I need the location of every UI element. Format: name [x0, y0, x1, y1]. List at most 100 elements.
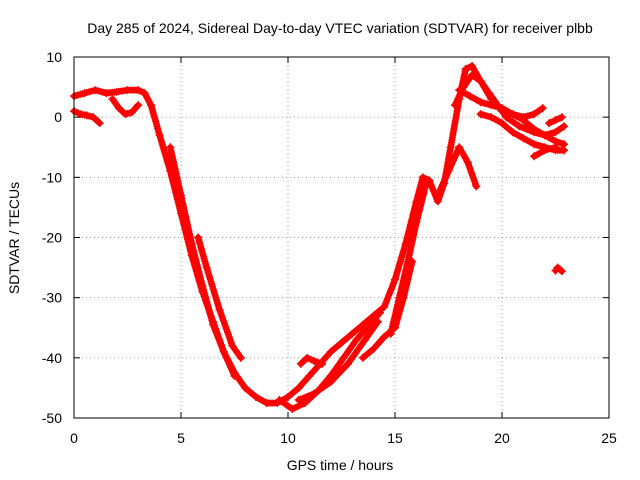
data-point	[155, 131, 164, 140]
data-point	[251, 392, 260, 401]
y-tick-label: -30	[42, 290, 62, 306]
data-point	[108, 95, 117, 104]
data-point	[365, 320, 374, 329]
data-point	[538, 104, 547, 113]
data-point	[418, 173, 427, 182]
data-point	[187, 239, 196, 248]
data-point	[487, 113, 496, 122]
data-point	[134, 86, 143, 95]
data-point	[498, 119, 506, 128]
x-axis-label: GPS time / hours	[287, 457, 394, 473]
series-descent-branch-c	[194, 233, 245, 362]
y-tick-label: 10	[46, 49, 62, 65]
data-point	[177, 191, 185, 200]
y-tick-label: 0	[54, 109, 62, 125]
series-outlier	[551, 263, 566, 276]
series-late-branch-d	[450, 71, 569, 140]
data-point	[140, 89, 149, 98]
data-point	[560, 122, 569, 131]
data-point	[502, 113, 511, 122]
data-point	[121, 110, 130, 119]
series-trough-branch-b	[275, 308, 385, 413]
data-point	[194, 233, 203, 242]
data-point	[551, 116, 560, 125]
data-point	[540, 131, 549, 140]
data-point	[361, 335, 370, 344]
data-point	[296, 359, 305, 368]
data-point	[468, 62, 477, 71]
data-point	[80, 89, 89, 98]
data-point	[412, 218, 421, 227]
data-point	[380, 302, 389, 311]
data-point	[352, 335, 361, 344]
data-point	[551, 128, 560, 137]
data-point	[284, 392, 292, 401]
x-tick-label: 25	[601, 430, 617, 446]
data-point	[444, 167, 453, 176]
data-point	[433, 191, 442, 200]
data-point	[230, 371, 239, 380]
data-point	[82, 111, 91, 120]
data-point	[530, 110, 539, 119]
series-early-dip-branch	[108, 95, 143, 119]
data-point	[288, 404, 297, 413]
data-point	[557, 113, 566, 122]
data-point	[472, 182, 481, 191]
data-point	[236, 353, 245, 362]
series-trough-branch-c	[294, 317, 382, 404]
data-point	[294, 383, 303, 392]
data-point	[89, 113, 98, 122]
data-point	[309, 389, 318, 398]
tick-layer: 0 5 10 15 20 25 -50 -40 -30 -20 -10 0 10	[42, 49, 617, 446]
data-point	[476, 110, 485, 119]
data-point	[91, 86, 100, 95]
data-point	[530, 152, 539, 161]
data-layer	[70, 62, 569, 413]
data-point	[343, 359, 352, 368]
series-end-lower	[530, 143, 560, 161]
data-point	[147, 101, 156, 110]
data-point	[461, 65, 470, 74]
data-point	[380, 332, 389, 341]
data-point	[337, 338, 346, 347]
data-point	[463, 158, 472, 167]
x-tick-label: 20	[494, 430, 510, 446]
series-descent-branch-b	[166, 143, 239, 380]
data-point	[450, 101, 459, 110]
data-point	[76, 110, 85, 119]
series-early-low-branch	[70, 107, 104, 128]
data-point	[455, 143, 464, 152]
data-point	[515, 122, 524, 131]
data-point	[358, 353, 367, 362]
series-line	[297, 354, 326, 367]
data-point	[305, 371, 314, 380]
chart-title: Day 285 of 2024, Sidereal Day-to-day VTE…	[87, 20, 593, 36]
data-point	[551, 143, 560, 152]
data-point	[395, 293, 404, 302]
y-tick-label: -50	[42, 410, 62, 426]
data-point	[508, 110, 517, 119]
data-point	[403, 257, 412, 266]
data-point	[198, 281, 207, 290]
y-axis-label: SDTVAR / TECUs	[6, 182, 22, 294]
series-line	[295, 318, 381, 403]
x-tick-label: 0	[70, 430, 78, 446]
data-point	[376, 308, 385, 317]
data-point	[326, 377, 335, 386]
data-point	[540, 146, 549, 155]
data-point	[166, 143, 175, 152]
data-point	[530, 128, 539, 137]
data-point	[386, 329, 395, 338]
data-point	[476, 98, 485, 107]
data-point	[275, 395, 284, 404]
series-end-right-upper	[545, 113, 566, 128]
data-point	[373, 317, 382, 326]
data-point	[557, 267, 566, 276]
data-point	[134, 101, 143, 110]
data-point	[369, 344, 378, 353]
data-point	[545, 119, 554, 128]
data-point	[127, 108, 136, 117]
data-point	[241, 383, 250, 392]
data-point	[114, 104, 123, 113]
